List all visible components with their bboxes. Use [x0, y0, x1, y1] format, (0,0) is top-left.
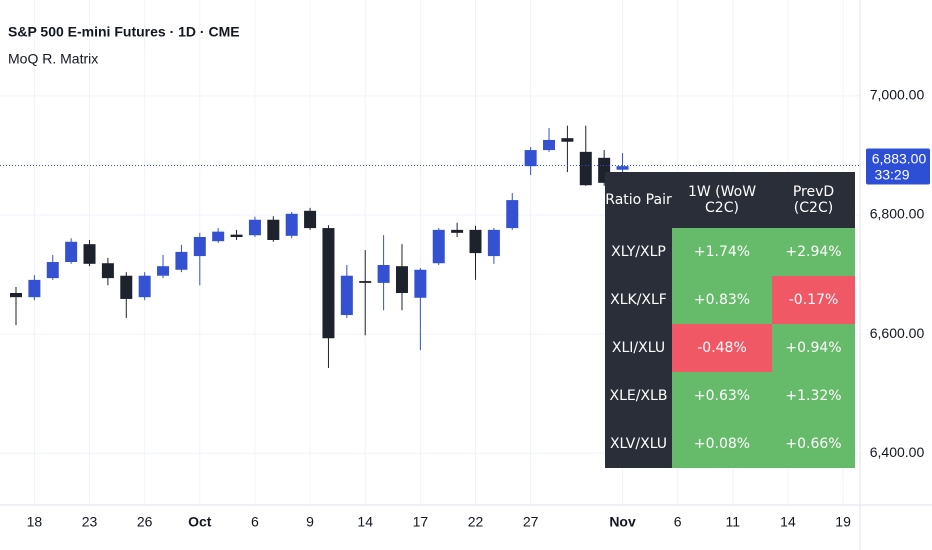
y-tick-label: 6,400.00: [870, 444, 925, 460]
table-cell: -0.48%: [672, 324, 772, 372]
candle-body: [65, 241, 78, 263]
x-tick-label: 14: [780, 514, 796, 530]
x-tick-label: 17: [413, 514, 429, 530]
candle-body: [579, 151, 592, 186]
y-tick-label: 6,600.00: [870, 325, 925, 341]
x-tick-label: 6: [674, 514, 682, 530]
x-tick-label: Oct: [188, 514, 212, 530]
candle-body: [230, 234, 243, 238]
x-tick-label: 18: [27, 514, 43, 530]
candle-body: [46, 262, 59, 279]
candle-body: [487, 229, 500, 257]
candle-body: [120, 275, 133, 299]
table-cell: +0.94%: [772, 324, 855, 372]
candle-body: [175, 251, 188, 270]
candle-body: [377, 265, 390, 283]
table-cell: XLV/XLU: [605, 420, 672, 468]
table-row: XLY/XLP +1.74% +2.94%: [605, 228, 855, 276]
candle-body: [322, 228, 335, 339]
table-cell: +0.63%: [672, 372, 772, 420]
x-tick-label: 6: [251, 514, 259, 530]
table-cell: XLK/XLF: [605, 276, 672, 324]
candle-body: [285, 213, 298, 236]
candle-body: [212, 231, 225, 242]
table-cell: XLI/XLU: [605, 324, 672, 372]
candle-body: [506, 200, 519, 229]
table-row: XLI/XLU -0.48% +0.94%: [605, 324, 855, 372]
x-tick-label: 27: [523, 514, 539, 530]
candle-body: [359, 281, 372, 283]
candle-body: [101, 263, 114, 279]
x-tick-label: 19: [835, 514, 851, 530]
candle-body: [561, 138, 574, 142]
x-tick-label: 23: [82, 514, 98, 530]
y-tick-label: 6,800.00: [870, 206, 925, 222]
table-cell: XLY/XLP: [605, 228, 672, 276]
x-tick-label: 9: [306, 514, 314, 530]
candle-body: [10, 292, 22, 298]
table-cell: +0.66%: [772, 420, 855, 468]
candle-body: [616, 166, 629, 170]
candle-body: [432, 229, 445, 264]
candle-body: [28, 279, 41, 298]
candle-body: [414, 269, 427, 298]
x-tick-label: 11: [726, 514, 741, 530]
candle-body: [524, 150, 537, 167]
candle-body: [83, 244, 96, 264]
table-header: Ratio Pair 1W (WoW C2C) PrevD (C2C): [605, 172, 855, 228]
candle-body: [543, 139, 556, 151]
indicator-name: MoQ R. Matrix: [8, 51, 98, 67]
candle-body: [304, 210, 317, 229]
candle-body: [469, 229, 482, 254]
table-row: XLE/XLB +0.63% +1.32%: [605, 372, 855, 420]
x-tick-label: 26: [137, 514, 153, 530]
table-row: XLK/XLF +0.83% -0.17%: [605, 276, 855, 324]
y-tick-label: 7,000.00: [870, 87, 925, 103]
last-price-label: 6,883.00: [872, 150, 927, 166]
table-cell: +0.08%: [672, 420, 772, 468]
candle-body: [451, 229, 464, 233]
table-cell: +1.32%: [772, 372, 855, 420]
table-row: XLV/XLU +0.08% +0.66%: [605, 420, 855, 468]
candle-body: [267, 219, 280, 240]
table-cell: +2.94%: [772, 228, 855, 276]
candle-body: [138, 275, 151, 298]
ratio-table: Ratio Pair 1W (WoW C2C) PrevD (C2C) XLY/XLP…: [605, 172, 855, 468]
last-price-box: [866, 148, 930, 185]
table-cell: PrevD (C2C): [772, 172, 855, 228]
x-tick-label: 14: [357, 514, 373, 530]
candle-body: [157, 266, 170, 276]
candle-body: [248, 219, 261, 236]
chart-title: S&P 500 E-mini Futures · 1D · CME: [8, 24, 240, 40]
candle-body: [340, 275, 353, 316]
x-tick-label: 22: [468, 514, 484, 530]
table-cell: -0.17%: [772, 276, 855, 324]
x-tick-label: Nov: [609, 514, 636, 530]
countdown: 33:29: [874, 166, 909, 182]
candle-body: [193, 237, 206, 257]
table-cell: +0.83%: [672, 276, 772, 324]
table-cell: Ratio Pair: [605, 172, 672, 228]
table-cell: 1W (WoW C2C): [672, 172, 772, 228]
table-cell: +1.74%: [672, 228, 772, 276]
candle-body: [395, 266, 408, 293]
table-cell: XLE/XLB: [605, 372, 672, 420]
